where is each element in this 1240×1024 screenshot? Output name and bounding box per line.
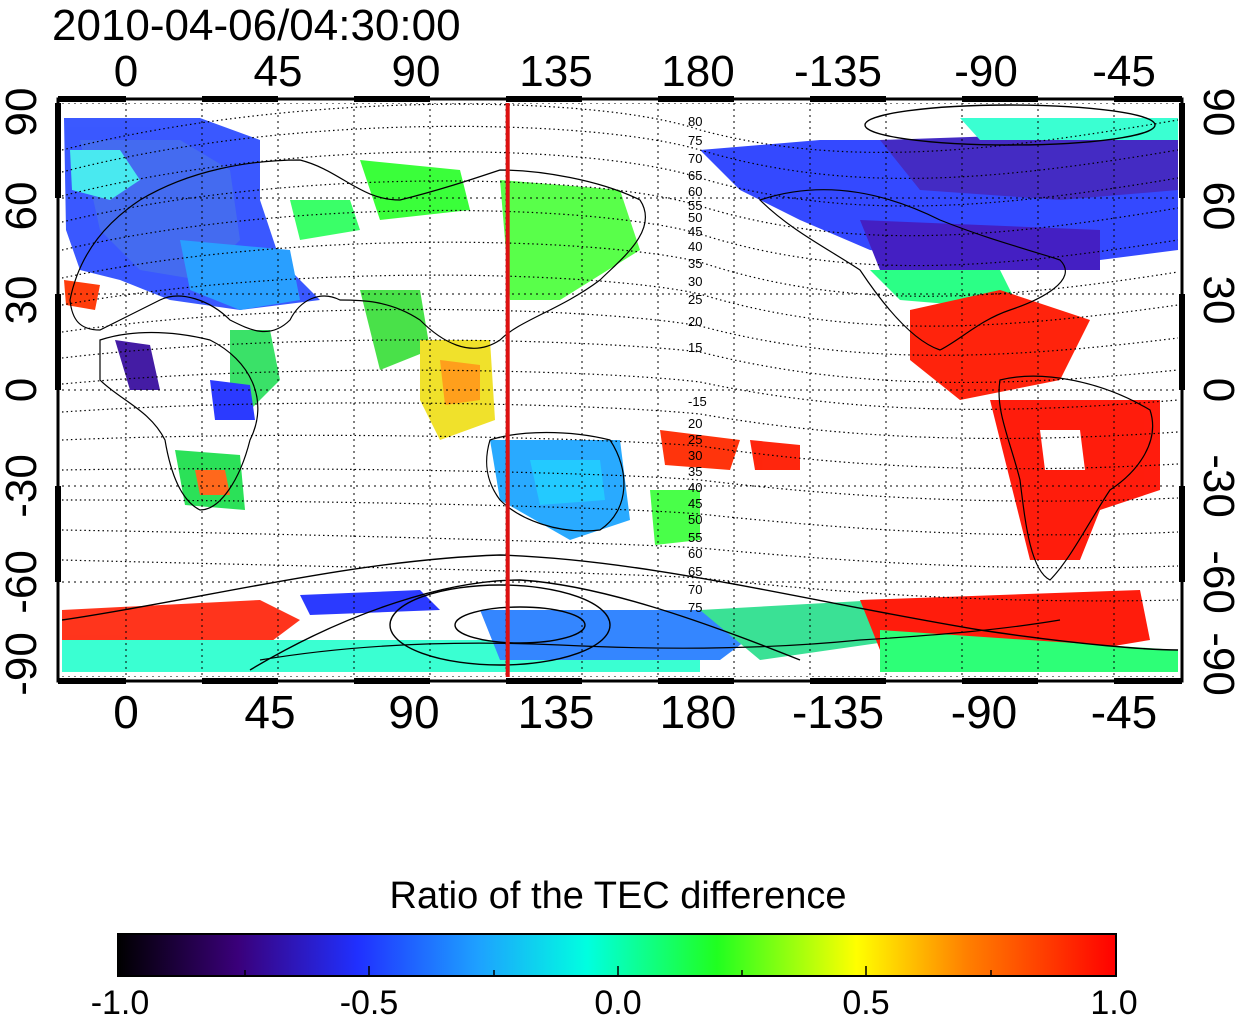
top-lon-tick: 90: [392, 47, 441, 96]
bottom-lon-tick: 0: [113, 686, 139, 738]
contour-label: 55: [688, 530, 702, 545]
left-lat-tick: -30: [0, 454, 46, 518]
left-lat-tick: 60: [0, 182, 46, 231]
contour-label: 65: [688, 168, 702, 183]
top-lon-tick: -45: [1092, 47, 1156, 96]
left-lat-tick: -90: [0, 632, 46, 696]
contour-label: -15: [688, 394, 707, 409]
right-lat-tick: 90: [1194, 88, 1240, 137]
contour-label: 20: [688, 416, 702, 431]
top-lon-tick: -90: [954, 47, 1018, 96]
colorbar: Ratio of the TEC difference -1.0 -0.5 0.…: [91, 875, 1138, 1022]
right-lat-tick: -90: [1194, 632, 1240, 696]
contour-label: 15: [688, 340, 702, 355]
map-panel: 80 75 70 65 60 55 50 45 40 35 30 25 20 1…: [55, 96, 1185, 684]
contour-label: 60: [688, 546, 702, 561]
top-lon-tick: 135: [519, 47, 592, 96]
contour-label: 40: [688, 480, 702, 495]
right-lat-tick: -30: [1194, 454, 1240, 518]
colorbar-tick-labels: -1.0 -0.5 0.0 0.5 1.0: [91, 984, 1138, 1022]
contour-label: 45: [688, 224, 702, 239]
colorbar-tick-label: 0.0: [594, 984, 641, 1022]
right-lat-tick: 0: [1194, 378, 1240, 402]
contour-label: 75: [688, 133, 702, 148]
left-lat-tick: -60: [0, 550, 46, 614]
bottom-lon-tick: -135: [792, 686, 884, 738]
contour-labels-north: 80 75 70 65 60 55 50 45 40 35 30 25 20 1…: [688, 114, 702, 355]
contour-label: 35: [688, 464, 702, 479]
bottom-lon-tick: 180: [660, 686, 737, 738]
right-lat-tick: -60: [1194, 550, 1240, 614]
left-lat-tick: 0: [0, 378, 46, 402]
left-latitude-ticks: 90 60 30 0 -30 -60 -90: [0, 88, 46, 696]
colorbar-tick-label: 0.5: [842, 984, 889, 1022]
contour-label: 30: [688, 274, 702, 289]
bottom-lon-tick: 45: [244, 686, 295, 738]
right-lat-tick: 30: [1194, 276, 1240, 325]
contour-label: 60: [688, 184, 702, 199]
contour-label: 70: [688, 582, 702, 597]
contour-label: 75: [688, 600, 702, 615]
contour-label: 35: [688, 256, 702, 271]
right-latitude-ticks: 90 60 30 0 -30 -60 -90: [1194, 88, 1240, 696]
contour-label: 50: [688, 512, 702, 527]
colorbar-tick-label: -1.0: [91, 984, 150, 1022]
bottom-lon-tick: 90: [388, 686, 439, 738]
contour-label: 40: [688, 239, 702, 254]
bottom-lon-tick: -45: [1091, 686, 1157, 738]
colorbar-tick-label: -0.5: [340, 984, 399, 1022]
contour-label: 65: [688, 564, 702, 579]
top-lon-tick: 45: [254, 47, 303, 96]
contour-label: 50: [688, 210, 702, 225]
left-lat-tick: 90: [0, 88, 46, 137]
top-lon-tick: 180: [661, 47, 734, 96]
colorbar-gradient: [118, 934, 1116, 976]
contour-label: 30: [688, 448, 702, 463]
top-lon-tick: -135: [794, 47, 882, 96]
top-lon-tick: 0: [114, 47, 138, 96]
colorbar-title: Ratio of the TEC difference: [390, 875, 847, 917]
contour-label: 25: [688, 432, 702, 447]
bottom-lon-tick: 135: [518, 686, 595, 738]
right-lat-tick: 60: [1194, 182, 1240, 231]
timestamp-title: 2010-04-06/04:30:00: [52, 1, 461, 50]
top-longitude-ticks: 0 45 90 135 180 -135 -90 -45: [114, 47, 1156, 96]
contour-label: 20: [688, 314, 702, 329]
bottom-longitude-ticks: 0 45 90 135 180 -135 -90 -45: [113, 686, 1157, 738]
contour-label: 45: [688, 496, 702, 511]
contour-label: 25: [688, 292, 702, 307]
bottom-lon-tick: -90: [951, 686, 1017, 738]
colorbar-tick-label: 1.0: [1090, 984, 1137, 1022]
contour-label: 70: [688, 151, 702, 166]
contour-label: 80: [688, 114, 702, 129]
left-lat-tick: 30: [0, 276, 46, 325]
